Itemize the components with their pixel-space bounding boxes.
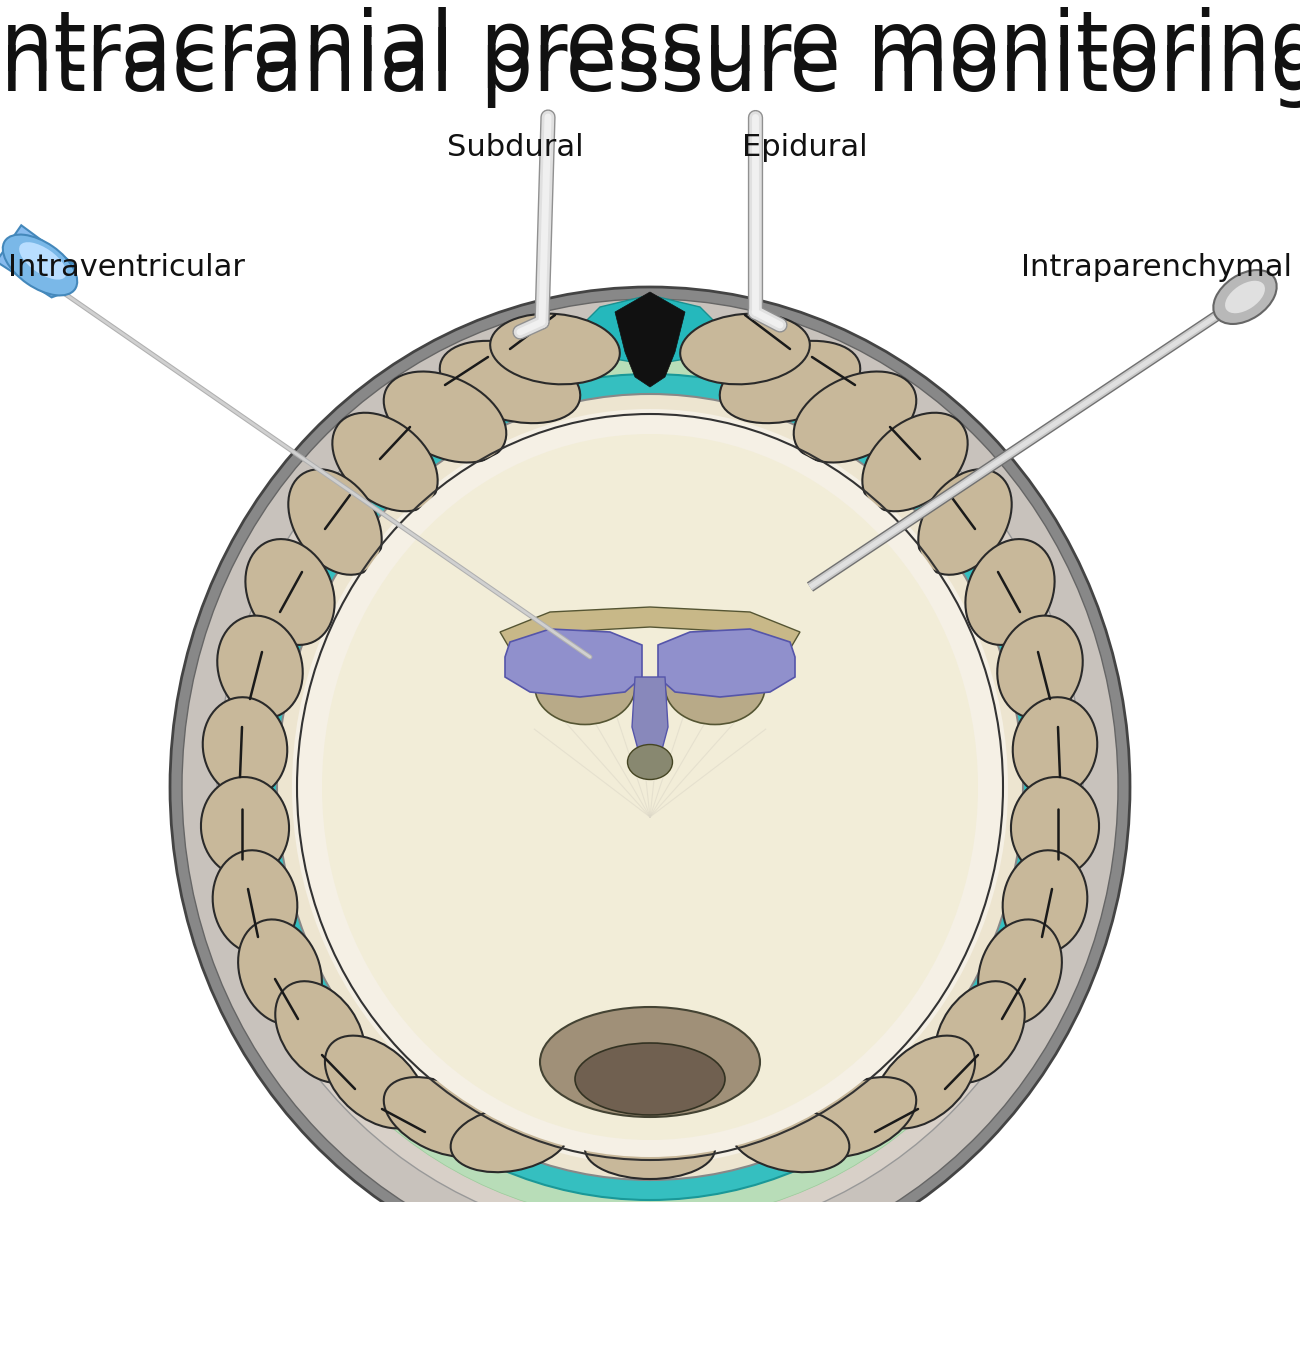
Ellipse shape — [585, 1120, 715, 1178]
Ellipse shape — [1013, 697, 1097, 797]
Text: Intracranial pressure monitoring: Intracranial pressure monitoring — [0, 26, 1300, 108]
Ellipse shape — [451, 1106, 569, 1172]
Ellipse shape — [300, 417, 1000, 1156]
Ellipse shape — [680, 313, 810, 384]
Bar — [0, 1345, 1300, 1367]
Polygon shape — [632, 677, 668, 776]
Ellipse shape — [182, 299, 1118, 1275]
Ellipse shape — [20, 242, 66, 280]
Ellipse shape — [536, 649, 634, 725]
Ellipse shape — [217, 334, 1083, 1240]
Ellipse shape — [203, 697, 287, 797]
Ellipse shape — [1225, 280, 1265, 313]
Ellipse shape — [1011, 776, 1098, 878]
Ellipse shape — [1213, 271, 1277, 324]
Polygon shape — [500, 607, 800, 649]
Ellipse shape — [202, 776, 289, 878]
Ellipse shape — [978, 920, 1062, 1024]
Ellipse shape — [384, 1077, 497, 1156]
Ellipse shape — [289, 469, 382, 574]
Ellipse shape — [875, 1036, 975, 1128]
Ellipse shape — [794, 372, 916, 462]
Polygon shape — [504, 629, 642, 697]
Ellipse shape — [490, 313, 620, 384]
Ellipse shape — [238, 920, 322, 1024]
Ellipse shape — [666, 649, 764, 725]
Ellipse shape — [213, 850, 298, 954]
Ellipse shape — [384, 372, 506, 462]
Text: Intracranial pressure monitoring: Intracranial pressure monitoring — [0, 7, 1300, 87]
Ellipse shape — [333, 413, 438, 511]
Ellipse shape — [292, 409, 1008, 1165]
Ellipse shape — [292, 409, 1008, 1165]
Polygon shape — [658, 629, 796, 697]
Polygon shape — [615, 293, 685, 387]
Ellipse shape — [540, 1007, 760, 1117]
Ellipse shape — [966, 539, 1054, 645]
Ellipse shape — [257, 375, 1043, 1200]
Ellipse shape — [277, 394, 1023, 1180]
Ellipse shape — [862, 413, 967, 511]
Ellipse shape — [246, 539, 334, 645]
Ellipse shape — [276, 982, 365, 1083]
Ellipse shape — [1002, 850, 1087, 954]
Ellipse shape — [235, 351, 1065, 1222]
Ellipse shape — [731, 1106, 849, 1172]
Ellipse shape — [3, 235, 77, 295]
Ellipse shape — [918, 469, 1011, 574]
Ellipse shape — [803, 1077, 916, 1156]
Ellipse shape — [322, 433, 978, 1140]
Text: Intraventricular: Intraventricular — [8, 253, 244, 282]
Polygon shape — [0, 226, 74, 298]
Ellipse shape — [342, 448, 958, 1125]
Text: Intraparenchymal: Intraparenchymal — [1020, 253, 1292, 282]
Ellipse shape — [170, 287, 1130, 1286]
Text: Subdural: Subdural — [447, 133, 584, 161]
Ellipse shape — [325, 1036, 425, 1128]
Ellipse shape — [720, 340, 861, 424]
Ellipse shape — [997, 615, 1083, 719]
Ellipse shape — [439, 340, 580, 424]
Ellipse shape — [935, 982, 1024, 1083]
Text: Epidural: Epidural — [742, 133, 868, 161]
Ellipse shape — [217, 615, 303, 719]
Ellipse shape — [575, 1043, 725, 1115]
Ellipse shape — [628, 745, 672, 779]
Polygon shape — [580, 295, 720, 365]
Bar — [0, 1202, 1300, 1367]
